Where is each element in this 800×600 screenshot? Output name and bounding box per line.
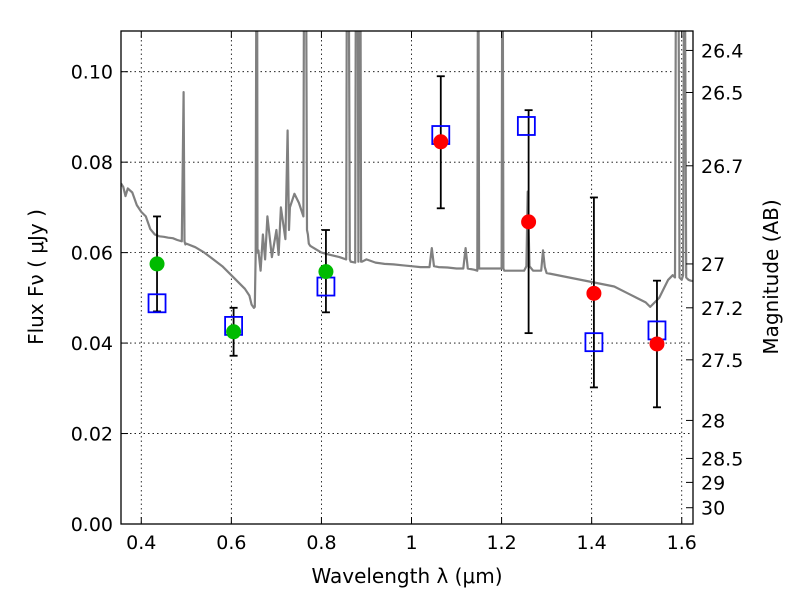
right-tick-label: 30 <box>701 498 725 520</box>
x-tick-label: 1.4 <box>577 532 607 554</box>
plot-area <box>121 31 693 309</box>
right-tick-label: 27.2 <box>701 298 743 320</box>
markers <box>147 116 667 353</box>
x-tick-label: 0.4 <box>126 532 156 554</box>
model-flux-square <box>584 332 604 353</box>
plot-frame <box>120 30 694 525</box>
right-tick-label: 26.5 <box>701 83 743 105</box>
x-tick-label: 0.6 <box>216 532 246 554</box>
x-tick-label: 1.6 <box>667 532 697 554</box>
model-flux-square <box>147 293 167 314</box>
right-axis-title: Magnitude (AB) <box>759 199 783 354</box>
right-tick-label: 26.4 <box>701 40 743 62</box>
model-flux-square <box>516 116 536 136</box>
y-tick-label: 0.02 <box>71 424 113 446</box>
right-tick-label: 27.5 <box>701 350 743 372</box>
axis-ticks: 0.4 0.6 0.8 1 1.2 1.4 1.6 0.00 0.02 0.04 0.06 0.08 0… <box>71 31 743 554</box>
right-tick-label: 28 <box>701 410 725 432</box>
observed-flux-point <box>433 134 449 150</box>
y-tick-label: 0.04 <box>71 333 113 355</box>
gridlines <box>121 31 693 525</box>
y-axis-title: Flux Fν ( μJy ) <box>24 209 48 345</box>
observed-flux-point <box>521 214 537 230</box>
y-tick-label: 0.06 <box>71 243 113 265</box>
right-tick-label: 27 <box>701 254 725 276</box>
right-tick-label: 28.5 <box>701 448 743 470</box>
model-spectrum-line <box>121 31 693 309</box>
observed-flux-point <box>226 324 242 340</box>
x-tick-label: 1.2 <box>486 532 516 554</box>
right-tick-label: 26.7 <box>701 156 743 178</box>
x-tick-label: 0.8 <box>306 532 336 554</box>
observed-flux-point <box>586 285 602 301</box>
x-axis-title: Wavelength λ (μm) <box>311 564 502 588</box>
observed-flux-point <box>318 264 334 280</box>
right-tick-label: 29 <box>701 472 725 494</box>
observed-flux-point <box>649 336 665 352</box>
observed-flux-point <box>149 256 165 272</box>
y-tick-label: 0.00 <box>71 514 113 536</box>
y-tick-label: 0.10 <box>71 62 113 84</box>
y-tick-label: 0.08 <box>71 152 113 174</box>
x-tick-label: 1 <box>405 532 417 554</box>
